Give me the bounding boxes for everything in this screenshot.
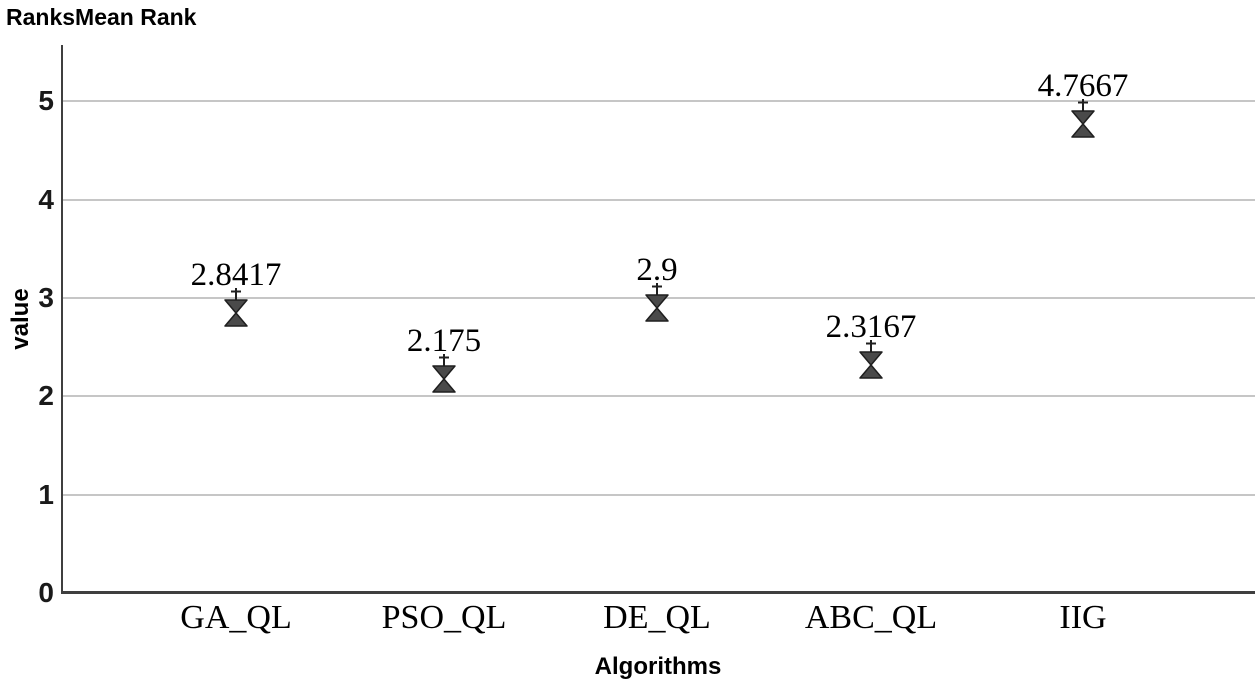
data-point-label: 4.7667 xyxy=(1037,68,1129,105)
data-point-marker xyxy=(644,282,670,322)
hourglass-marker-icon xyxy=(645,282,669,322)
x-tick-label-ga_ql: GA_QL xyxy=(180,599,292,636)
y-tick-label-5: 5 xyxy=(38,85,54,117)
x-axis-line xyxy=(61,591,1255,594)
data-point-marker xyxy=(431,353,457,393)
y-axis-line xyxy=(61,45,63,593)
gridline-y-2 xyxy=(63,395,1255,398)
gridline-y-5 xyxy=(63,100,1255,103)
y-tick-label-2: 2 xyxy=(38,380,54,412)
y-tick-label-1: 1 xyxy=(38,478,54,510)
data-point-marker xyxy=(858,339,884,379)
data-point-label: 2.175 xyxy=(406,323,482,360)
y-tick-label-0: 0 xyxy=(38,577,54,608)
data-point-label: 2.3167 xyxy=(825,309,917,346)
x-tick-label-iig: IIG xyxy=(1059,599,1107,636)
y-tick-label-4: 4 xyxy=(38,183,54,215)
x-tick-label-pso_ql: PSO_QL xyxy=(381,599,507,636)
x-tick-label-de_ql: DE_QL xyxy=(603,599,711,636)
hourglass-marker-icon xyxy=(224,288,248,328)
data-point-marker xyxy=(223,287,249,328)
y-tick-label-3: 3 xyxy=(38,281,54,313)
x-axis-title: Algorithms xyxy=(594,653,722,680)
hourglass-marker-icon xyxy=(859,340,883,379)
gridline-y-4 xyxy=(63,198,1255,201)
data-point-label: 2.9 xyxy=(636,251,678,288)
hourglass-marker-icon xyxy=(1071,99,1095,138)
data-point-label: 2.8417 xyxy=(190,257,282,294)
x-tick-label-abc_ql: ABC_QL xyxy=(804,599,938,636)
hourglass-marker-icon xyxy=(432,354,456,393)
data-point-marker xyxy=(1070,98,1096,138)
gridline-y-1 xyxy=(63,493,1255,496)
chart-title: RanksMean Rank xyxy=(6,4,197,30)
